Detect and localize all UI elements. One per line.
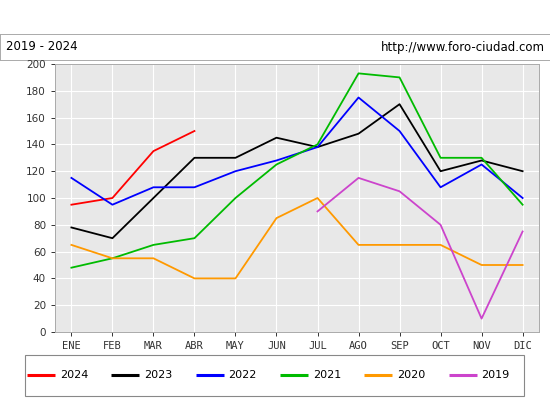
- Text: 2022: 2022: [229, 370, 257, 380]
- Text: 2019: 2019: [482, 370, 510, 380]
- Text: 2019 - 2024: 2019 - 2024: [6, 40, 77, 54]
- Text: 2021: 2021: [313, 370, 341, 380]
- Text: 2023: 2023: [144, 370, 173, 380]
- Text: 2020: 2020: [397, 370, 426, 380]
- Text: 2024: 2024: [60, 370, 89, 380]
- Text: Evolucion Nº Turistas Extranjeros en el municipio de Maella: Evolucion Nº Turistas Extranjeros en el …: [78, 10, 472, 24]
- Text: http://www.foro-ciudad.com: http://www.foro-ciudad.com: [381, 40, 544, 54]
